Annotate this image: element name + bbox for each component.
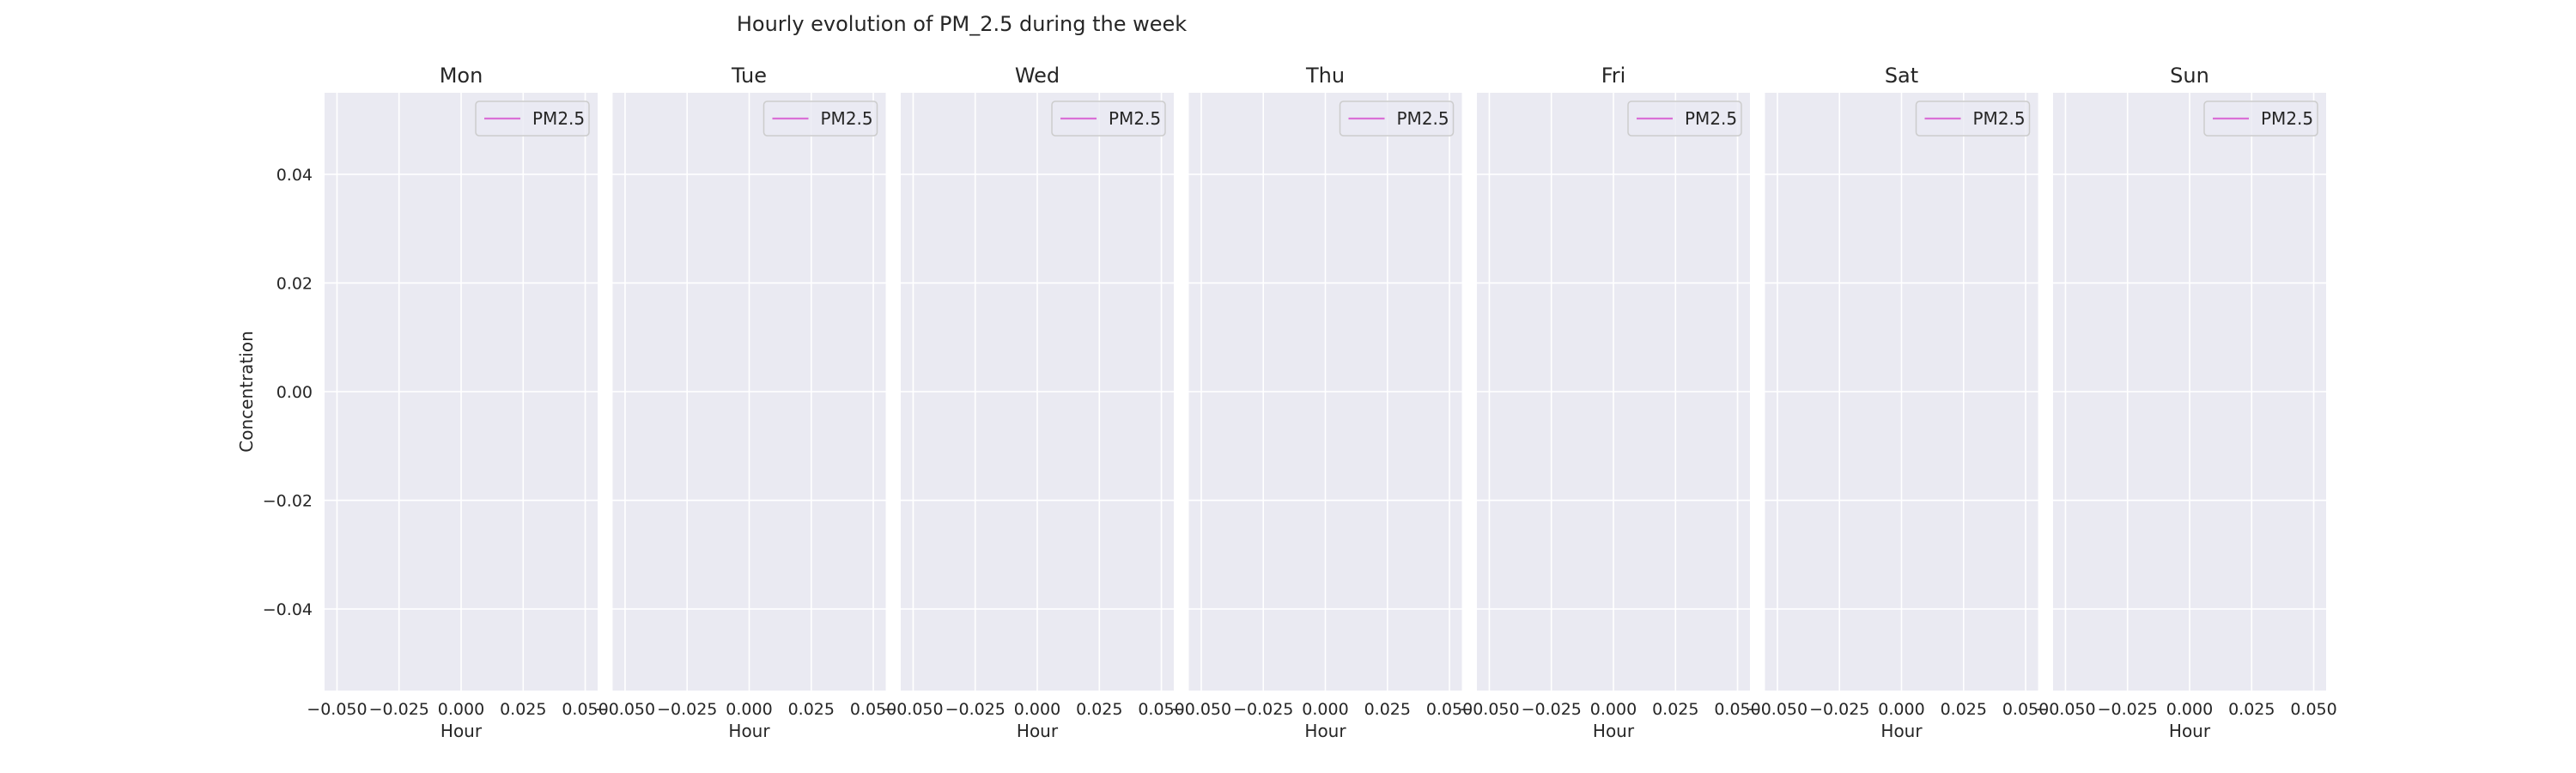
x-tick-label: −0.025 (657, 700, 717, 719)
legend: PM2.5 (1915, 100, 2031, 137)
legend-box (475, 100, 590, 137)
x-axis-label: Hour (1017, 721, 1059, 741)
legend-label: PM2.5 (821, 108, 873, 129)
x-tick-label: 0.025 (1652, 700, 1698, 719)
legend-box (2203, 100, 2318, 137)
legend-label: PM2.5 (2261, 108, 2313, 129)
x-tick-label: −0.025 (1233, 700, 1293, 719)
legend-label: PM2.5 (1973, 108, 2026, 129)
legend-box (1915, 100, 2031, 137)
legend-box (1051, 100, 1166, 137)
legend-label: PM2.5 (1109, 108, 1161, 129)
x-axis-label: Hour (2169, 721, 2211, 741)
legend: PM2.5 (2203, 100, 2318, 137)
y-tick-label: 0.00 (276, 383, 313, 402)
x-tick-label: −0.050 (2035, 700, 2095, 719)
x-tick-label: 0.025 (1076, 700, 1122, 719)
x-tick-label: 0.025 (1941, 700, 1987, 719)
panel-sat: Sat −0.050 −0.025 0.000 0.025 0.050 Hour PM2.5 (1747, 64, 2049, 741)
x-tick-label: −0.050 (1747, 700, 1807, 719)
panel-thu: Thu −0.050 −0.025 0.000 0.025 0.050 Hour PM2.5 (1171, 64, 1473, 741)
y-tick-label: −0.02 (263, 492, 313, 511)
panel-title: Thu (1305, 64, 1345, 88)
x-tick-label: 0.000 (726, 700, 772, 719)
legend: PM2.5 (1339, 100, 1455, 137)
panel-title: Wed (1015, 64, 1060, 88)
x-tick-label: 0.025 (1364, 700, 1411, 719)
panel-mon: Mon −0.050 −0.025 0.000 0.025 0.050 Hour 0.04 0.… (263, 64, 609, 741)
y-tick-label: 0.04 (276, 166, 313, 185)
panel-wed: Wed −0.050 −0.025 0.000 0.025 0.050 Hour PM2.5 (883, 64, 1184, 741)
legend: PM2.5 (1051, 100, 1166, 137)
x-tick-label: 0.025 (2228, 700, 2275, 719)
x-tick-label: 0.050 (850, 700, 896, 719)
x-tick-label: 0.050 (1426, 700, 1473, 719)
legend-label: PM2.5 (1397, 108, 1449, 129)
legend-box (1339, 100, 1455, 137)
facet-panels: Mon−0.050 −0.025 0.000 0.025 0.050Hour0.040.… (263, 64, 2337, 741)
panel-title: Sat (1885, 64, 1918, 88)
figure-title: Hourly evolution of PM_2.5 during the we… (737, 12, 1187, 36)
x-tick-label: 0.000 (1878, 700, 1924, 719)
x-tick-label: 0.000 (438, 700, 484, 719)
x-tick-label: 0.000 (1014, 700, 1060, 719)
x-tick-label: 0.050 (2002, 700, 2049, 719)
x-tick-label: 0.000 (1590, 700, 1637, 719)
legend-box (762, 100, 878, 137)
legend-box (1627, 100, 1742, 137)
x-axis-label: Hour (1593, 721, 1635, 741)
x-tick-label: −0.050 (1171, 700, 1231, 719)
y-axis-label: Concentration (236, 331, 257, 452)
legend: PM2.5 (475, 100, 590, 137)
x-tick-label: −0.025 (2098, 700, 2158, 719)
x-tick-label: 0.000 (1302, 700, 1348, 719)
panel-title: Fri (1601, 64, 1626, 88)
panel-sun: Sun −0.050 −0.025 0.000 0.025 0.050 Hour PM2.5 (2035, 64, 2336, 741)
x-tick-label: −0.025 (1809, 700, 1869, 719)
x-axis-label: Hour (1304, 721, 1346, 741)
panel-title: Mon (440, 64, 483, 88)
x-axis-label: Hour (1880, 721, 1923, 741)
y-tick-label: −0.04 (263, 600, 313, 619)
x-tick-label: −0.050 (1459, 700, 1519, 719)
x-tick-label: −0.050 (595, 700, 655, 719)
x-tick-label: −0.050 (307, 700, 367, 719)
x-tick-label: 0.050 (1138, 700, 1184, 719)
legend-label: PM2.5 (532, 108, 585, 129)
panel-tue: Tue −0.050 −0.025 0.000 0.025 0.050 Hour PM2.5 (595, 64, 896, 741)
legend-label: PM2.5 (1685, 108, 1737, 129)
x-axis-label: Hour (440, 721, 483, 741)
x-tick-label: −0.025 (1522, 700, 1582, 719)
x-axis-label: Hour (728, 721, 770, 741)
panel-title: Tue (731, 64, 767, 88)
legend: PM2.5 (1627, 100, 1742, 137)
x-tick-label: −0.025 (369, 700, 429, 719)
x-tick-label: 0.025 (500, 700, 546, 719)
x-tick-label: 0.025 (788, 700, 835, 719)
x-tick-label: 0.050 (562, 700, 608, 719)
panel-fri: Fri −0.050 −0.025 0.000 0.025 0.050 Hour PM2.5 (1459, 64, 1760, 741)
y-tick-label: 0.02 (276, 274, 313, 293)
legend: PM2.5 (762, 100, 878, 137)
x-tick-label: 0.050 (1714, 700, 1760, 719)
panel-title: Sun (2170, 64, 2209, 88)
x-tick-label: 0.050 (2290, 700, 2336, 719)
x-tick-label: −0.050 (883, 700, 943, 719)
x-tick-label: −0.025 (945, 700, 1005, 719)
x-tick-label: 0.000 (2166, 700, 2213, 719)
